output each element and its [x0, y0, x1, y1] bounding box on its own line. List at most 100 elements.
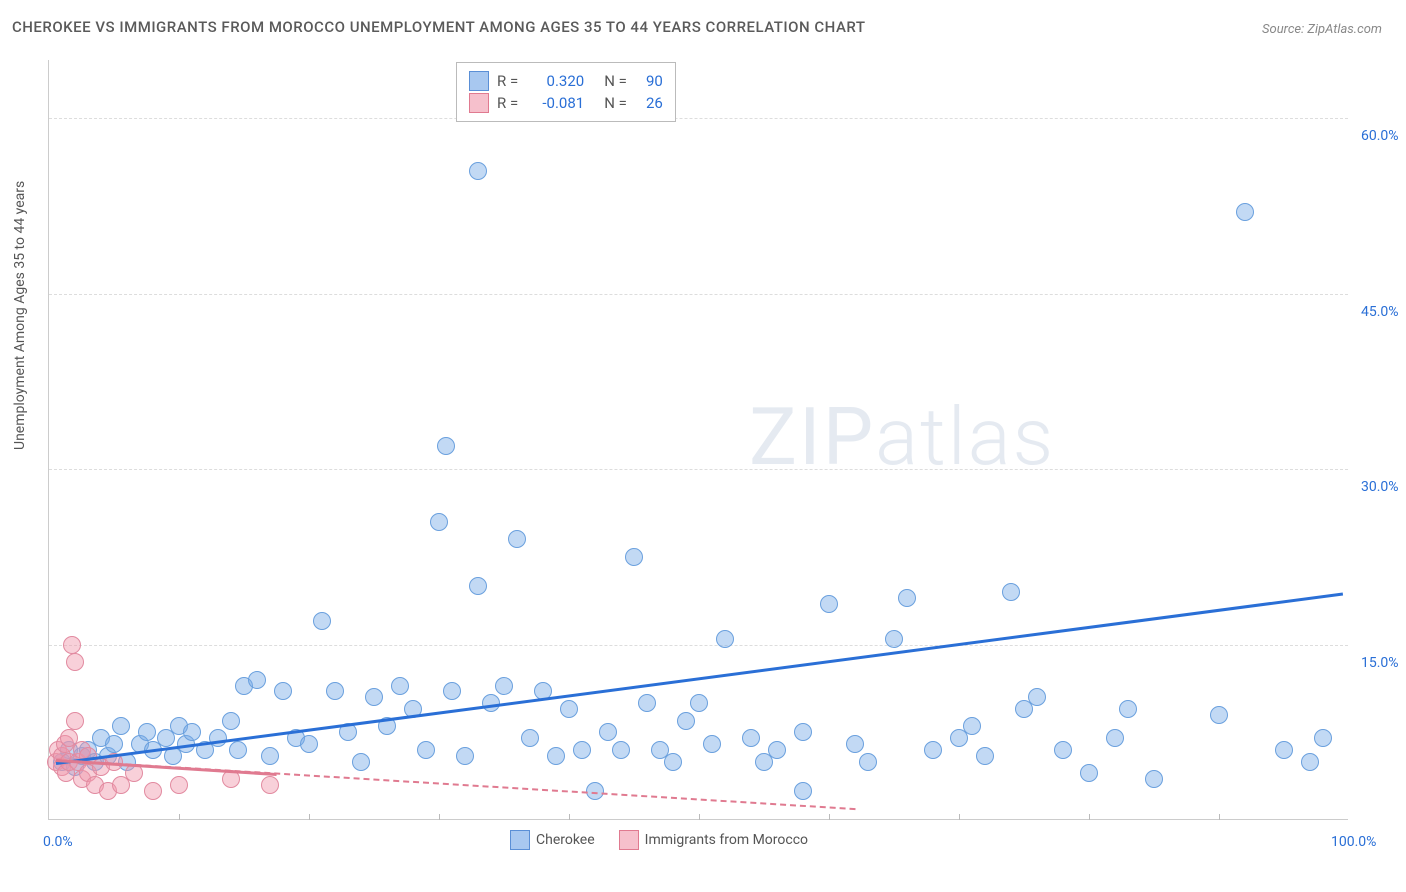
- scatter-point: [1236, 203, 1254, 221]
- scatter-point: [742, 729, 760, 747]
- scatter-point: [456, 747, 474, 765]
- stats-n-value: 90: [635, 72, 663, 90]
- y-axis-title: Unemployment Among Ages 35 to 44 years: [12, 181, 28, 450]
- stats-r-label: R =: [497, 72, 518, 90]
- scatter-point: [352, 753, 370, 771]
- scatter-point: [417, 741, 435, 759]
- y-tick-label: 15.0%: [1361, 655, 1399, 671]
- scatter-point: [1002, 583, 1020, 601]
- gridline-h: [49, 645, 1348, 646]
- scatter-point: [599, 723, 617, 741]
- scatter-point: [820, 595, 838, 613]
- scatter-point: [547, 747, 565, 765]
- scatter-point: [885, 630, 903, 648]
- gridline-h: [49, 294, 1348, 295]
- y-tick-label: 45.0%: [1361, 304, 1399, 320]
- scatter-point: [508, 530, 526, 548]
- scatter-point: [794, 782, 812, 800]
- scatter-point: [963, 717, 981, 735]
- stats-legend-row: R = 0.320 N = 90: [469, 71, 663, 91]
- scatter-point: [677, 712, 695, 730]
- stats-legend-row: R =-0.081N =26: [469, 93, 663, 113]
- legend-item: Cherokee: [510, 830, 595, 850]
- scatter-point: [300, 735, 318, 753]
- scatter-point: [625, 548, 643, 566]
- scatter-point: [261, 747, 279, 765]
- gridline-h: [49, 469, 1348, 470]
- scatter-point: [138, 723, 156, 741]
- scatter-point: [976, 747, 994, 765]
- scatter-point: [1119, 700, 1137, 718]
- scatter-point: [365, 688, 383, 706]
- scatter-point: [846, 735, 864, 753]
- gridline-v: [179, 814, 180, 820]
- y-tick-label: 60.0%: [1361, 128, 1399, 144]
- scatter-point: [794, 723, 812, 741]
- scatter-point: [1301, 753, 1319, 771]
- scatter-point: [1314, 729, 1332, 747]
- scatter-point: [261, 776, 279, 794]
- scatter-point: [1080, 764, 1098, 782]
- x-tick-label: 0.0%: [43, 834, 73, 850]
- gridline-v: [1089, 814, 1090, 820]
- scatter-point: [313, 612, 331, 630]
- gridline-h: [49, 118, 1348, 119]
- scatter-point: [274, 682, 292, 700]
- x-tick-label: 100.0%: [1331, 834, 1376, 850]
- gridline-v: [1219, 814, 1220, 820]
- scatter-point: [638, 694, 656, 712]
- stats-r-label: R =: [497, 94, 518, 112]
- source-attribution: Source: ZipAtlas.com: [1262, 22, 1382, 37]
- gridline-v: [439, 814, 440, 820]
- series-legend: Cherokee Immigrants from Morocco: [510, 830, 808, 850]
- scatter-point: [437, 437, 455, 455]
- stats-n-label: N =: [604, 94, 627, 112]
- gridline-v: [829, 814, 830, 820]
- legend-item: Immigrants from Morocco: [619, 830, 808, 850]
- scatter-point: [716, 630, 734, 648]
- scatter-point: [898, 589, 916, 607]
- chart-title: CHEROKEE VS IMMIGRANTS FROM MOROCCO UNEM…: [12, 18, 865, 36]
- stats-r-value: 0.320: [526, 72, 584, 90]
- scatter-point: [222, 712, 240, 730]
- scatter-point: [521, 729, 539, 747]
- stats-legend: R = 0.320 N = 90 R =-0.081N =26: [456, 62, 676, 122]
- legend-swatch: [619, 830, 639, 850]
- scatter-point: [1054, 741, 1072, 759]
- scatter-point: [469, 577, 487, 595]
- scatter-point: [573, 741, 591, 759]
- stats-n-label: N =: [604, 72, 627, 90]
- scatter-point: [66, 653, 84, 671]
- scatter-point: [105, 735, 123, 753]
- chart-container: CHEROKEE VS IMMIGRANTS FROM MOROCCO UNEM…: [0, 0, 1406, 892]
- scatter-point: [1028, 688, 1046, 706]
- gridline-v: [309, 814, 310, 820]
- scatter-point: [391, 677, 409, 695]
- legend-swatch: [510, 830, 530, 850]
- scatter-point: [430, 513, 448, 531]
- scatter-point: [66, 712, 84, 730]
- scatter-point: [1106, 729, 1124, 747]
- scatter-point: [63, 636, 81, 654]
- legend-label: Cherokee: [536, 832, 595, 848]
- gridline-v: [699, 814, 700, 820]
- legend-swatch: [469, 71, 489, 91]
- scatter-point: [248, 671, 266, 689]
- scatter-point: [1275, 741, 1293, 759]
- plot-area: ZIPatlas 15.0%30.0%45.0%60.0%0.0%100.0%: [48, 60, 1348, 820]
- scatter-point: [664, 753, 682, 771]
- scatter-point: [924, 741, 942, 759]
- scatter-point: [560, 700, 578, 718]
- legend-swatch: [469, 93, 489, 113]
- scatter-point: [690, 694, 708, 712]
- scatter-point: [170, 776, 188, 794]
- scatter-point: [326, 682, 344, 700]
- scatter-point: [229, 741, 247, 759]
- scatter-point: [612, 741, 630, 759]
- scatter-point: [183, 723, 201, 741]
- scatter-point: [112, 717, 130, 735]
- scatter-point: [443, 682, 461, 700]
- scatter-point: [768, 741, 786, 759]
- y-tick-label: 30.0%: [1361, 479, 1399, 495]
- gridline-v: [569, 814, 570, 820]
